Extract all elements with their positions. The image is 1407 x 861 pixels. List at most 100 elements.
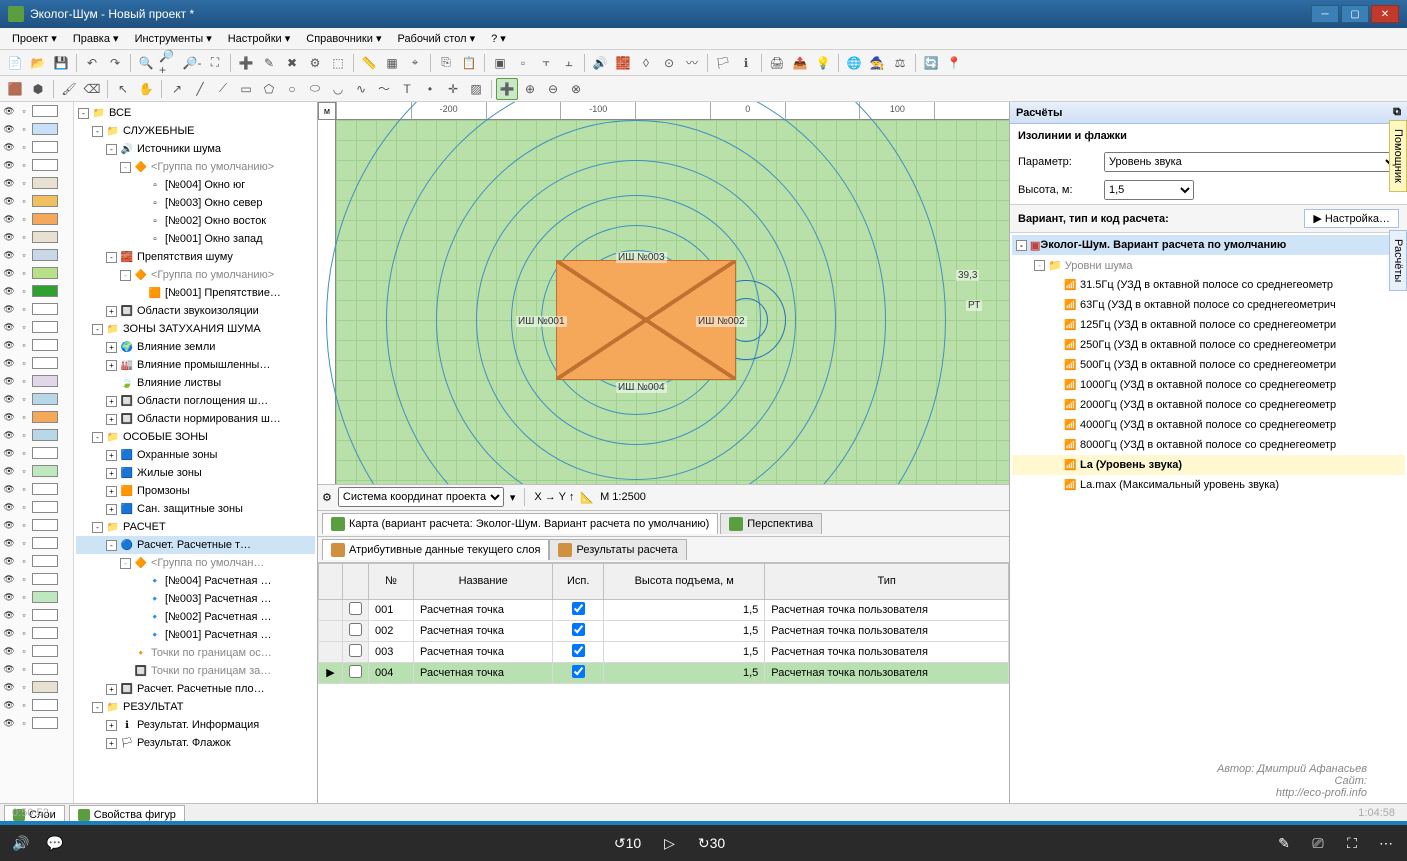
lock-toggle[interactable]: ▫ xyxy=(17,140,31,154)
table-row[interactable]: 001 Расчетная точка 1,5 Расчетная точка … xyxy=(319,599,1009,620)
calc-item[interactable]: 8000Гц (УЗД в октавной полосе со среднег… xyxy=(1012,435,1405,455)
lock-toggle[interactable]: ▫ xyxy=(17,356,31,370)
tree-node[interactable]: +🟦Охранные зоны xyxy=(76,446,315,464)
tree-node[interactable]: +🟦Сан. защитные зоны xyxy=(76,500,315,518)
layer-swatch[interactable] xyxy=(32,717,58,729)
export-icon[interactable]: 📤 xyxy=(789,52,811,74)
calc-group[interactable]: - 📁 Уровни шума xyxy=(1012,255,1405,275)
visibility-toggle[interactable]: 👁 xyxy=(2,500,16,514)
shape-union-icon[interactable]: ⊕ xyxy=(519,78,541,100)
ellipse-icon[interactable]: ⬭ xyxy=(304,78,326,100)
lightbulb-icon[interactable]: 💡 xyxy=(812,52,834,74)
visibility-toggle[interactable]: 👁 xyxy=(2,356,16,370)
layer-swatch[interactable] xyxy=(32,213,58,225)
lock-toggle[interactable]: ▫ xyxy=(17,410,31,424)
visibility-toggle[interactable]: 👁 xyxy=(2,410,16,424)
height-select[interactable]: 1,5 xyxy=(1104,180,1194,200)
tree-node[interactable]: 🔸Точки по границам ос… xyxy=(76,644,315,662)
visibility-toggle[interactable]: 👁 xyxy=(2,266,16,280)
expander-icon[interactable]: + xyxy=(106,360,117,371)
visibility-toggle[interactable]: 👁 xyxy=(2,518,16,532)
layer-swatch[interactable] xyxy=(32,375,58,387)
calc-item[interactable]: 31.5Гц (УЗД в октавной полосе со среднег… xyxy=(1012,275,1405,295)
cell-name[interactable]: Расчетная точка xyxy=(414,662,553,683)
cell-height[interactable]: 1,5 xyxy=(604,620,765,641)
menu-инструменты[interactable]: Инструменты ▾ xyxy=(127,29,220,48)
calc-item[interactable]: 4000Гц (УЗД в октавной полосе со среднег… xyxy=(1012,415,1405,435)
visibility-toggle[interactable]: 👁 xyxy=(2,626,16,640)
tree-node[interactable]: 🟧[№001] Препятствие… xyxy=(76,284,315,302)
layer-swatch[interactable] xyxy=(32,555,58,567)
lock-toggle[interactable]: ▫ xyxy=(17,518,31,532)
line-icon[interactable]: ╱ xyxy=(189,78,211,100)
layer-add-icon[interactable]: ➕ xyxy=(235,52,257,74)
select-icon[interactable]: ⬚ xyxy=(327,52,349,74)
lock-toggle[interactable]: ▫ xyxy=(17,464,31,478)
expander-icon[interactable]: - xyxy=(106,252,117,263)
polygon-icon[interactable]: ⬠ xyxy=(258,78,280,100)
visibility-toggle[interactable]: 👁 xyxy=(2,572,16,586)
maximize-button[interactable]: ▢ xyxy=(1341,5,1369,23)
lock-toggle[interactable]: ▫ xyxy=(17,194,31,208)
group-icon[interactable]: ▣ xyxy=(489,52,511,74)
isoline-icon[interactable]: 〰 xyxy=(681,52,703,74)
cell-num[interactable]: 004 xyxy=(369,662,414,683)
visibility-toggle[interactable]: 👁 xyxy=(2,698,16,712)
refresh-icon[interactable]: 🔄 xyxy=(920,52,942,74)
expander-icon[interactable]: + xyxy=(106,738,117,749)
source-label[interactable]: ИШ №001 xyxy=(516,316,567,327)
tree-node[interactable]: 🔲Точки по границам за… xyxy=(76,662,315,680)
layer-swatch[interactable] xyxy=(32,699,58,711)
menu-правка[interactable]: Правка ▾ xyxy=(65,29,127,48)
expander-icon[interactable]: - xyxy=(92,522,103,533)
visibility-toggle[interactable]: 👁 xyxy=(2,194,16,208)
tree-node[interactable]: -📁РАСЧЕТ xyxy=(76,518,315,536)
flag-icon[interactable]: 🏳 xyxy=(712,52,734,74)
table-row[interactable]: 003 Расчетная точка 1,5 Расчетная точка … xyxy=(319,641,1009,662)
calc-point-icon[interactable]: ⊙ xyxy=(658,52,680,74)
save-icon[interactable]: 💾 xyxy=(50,52,72,74)
map-tab[interactable]: Перспектива xyxy=(720,513,822,534)
map-view[interactable]: м -200-1000100 ИШ №003ИШ №001ИШ №002ИШ №… xyxy=(318,102,1009,484)
cell-num[interactable]: 002 xyxy=(369,620,414,641)
row-checkbox[interactable] xyxy=(349,623,362,636)
menu-справочники[interactable]: Справочники ▾ xyxy=(298,29,389,48)
find-icon[interactable]: 🔍 xyxy=(135,52,157,74)
align-icon[interactable]: ⫟ xyxy=(535,52,557,74)
lock-toggle[interactable]: ▫ xyxy=(17,392,31,406)
open-icon[interactable]: 📂 xyxy=(27,52,49,74)
lock-toggle[interactable]: ▫ xyxy=(17,158,31,172)
visibility-toggle[interactable]: 👁 xyxy=(2,158,16,172)
hand-icon[interactable]: ✋ xyxy=(135,78,157,100)
column-header[interactable]: Исп. xyxy=(553,563,604,599)
tree-node[interactable]: 🔹[№004] Расчетная … xyxy=(76,572,315,590)
layer-swatch[interactable] xyxy=(32,267,58,279)
layer-swatch[interactable] xyxy=(32,663,58,675)
info-icon[interactable]: ℹ xyxy=(735,52,757,74)
tree-node[interactable]: -🔵Расчет. Расчетные т… xyxy=(76,536,315,554)
visibility-toggle[interactable]: 👁 xyxy=(2,428,16,442)
expander-icon[interactable]: - xyxy=(120,558,131,569)
visibility-toggle[interactable]: 👁 xyxy=(2,716,16,730)
tree-node[interactable]: 🔹[№003] Расчетная … xyxy=(76,590,315,608)
text-icon[interactable]: T xyxy=(396,78,418,100)
tree-node[interactable]: 🔹[№002] Расчетная … xyxy=(76,608,315,626)
visibility-toggle[interactable]: 👁 xyxy=(2,392,16,406)
lock-toggle[interactable]: ▫ xyxy=(17,662,31,676)
layer-swatch[interactable] xyxy=(32,627,58,639)
cell-type[interactable]: Расчетная точка пользователя xyxy=(765,599,1009,620)
print-icon[interactable]: 🖨 xyxy=(766,52,788,74)
cell-use[interactable] xyxy=(553,641,604,662)
undo-icon[interactable]: ↶ xyxy=(81,52,103,74)
visibility-toggle[interactable]: 👁 xyxy=(2,338,16,352)
lock-toggle[interactable]: ▫ xyxy=(17,104,31,118)
tree-node[interactable]: -🧱Препятствия шуму xyxy=(76,248,315,266)
column-header[interactable]: Название xyxy=(414,563,553,599)
calc-item[interactable]: 125Гц (УЗД в октавной полосе со среднеге… xyxy=(1012,315,1405,335)
lock-toggle[interactable]: ▫ xyxy=(17,716,31,730)
tree-node[interactable]: +🏭Влияние промышленны… xyxy=(76,356,315,374)
visibility-toggle[interactable]: 👁 xyxy=(2,680,16,694)
expander-icon[interactable]: + xyxy=(106,414,117,425)
polyline-icon[interactable]: ⟋ xyxy=(212,78,234,100)
lock-toggle[interactable]: ▫ xyxy=(17,374,31,388)
